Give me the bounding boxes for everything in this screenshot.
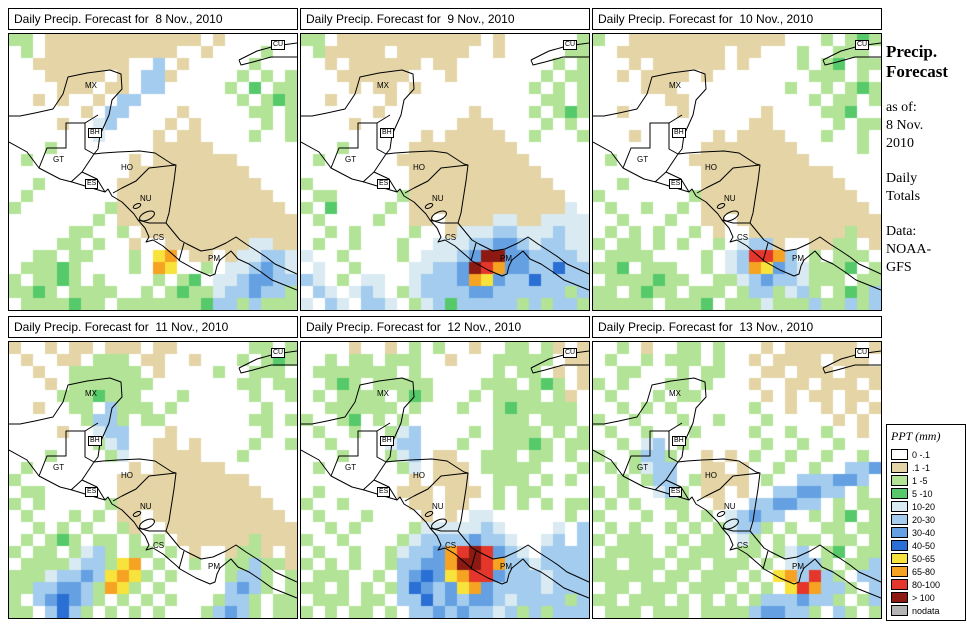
side-title-line1: Precip.	[886, 42, 938, 61]
legend-row: nodata	[891, 604, 962, 617]
legend-title: PPT (mm)	[891, 429, 941, 443]
legend-row: 0 -.1	[891, 448, 962, 461]
legend-label: 1 -5	[912, 475, 928, 486]
legend-swatch	[891, 501, 908, 512]
legend-swatch	[891, 488, 908, 499]
legend-swatch	[891, 449, 908, 460]
precip-map: MX CU BH GT HO ES NU CS PM	[8, 341, 298, 619]
legend-row: 20-30	[891, 513, 962, 526]
panel-title: Daily Precip. Forecast for 9 Nov., 2010	[300, 8, 590, 30]
precip-grid-canvas	[9, 34, 297, 310]
legend-label: nodata	[912, 605, 940, 616]
forecast-panel: Daily Precip. Forecast for 9 Nov., 2010 …	[300, 8, 590, 311]
asof-label: as of:	[886, 100, 917, 115]
side-info: Precip. Forecast as of: 8 Nov. 2010 Dail…	[886, 42, 964, 277]
legend-row: 10-20	[891, 500, 962, 513]
forecast-panel: Daily Precip. Forecast for 13 Nov., 2010…	[592, 316, 882, 619]
data-source-label: Data:	[886, 224, 917, 239]
legend-swatch	[891, 605, 908, 616]
legend-row: 65-80	[891, 565, 962, 578]
legend-swatch	[891, 527, 908, 538]
legend-swatch	[891, 475, 908, 486]
legend-swatch	[891, 592, 908, 603]
data-source-line1: NOAA-	[886, 242, 932, 257]
precip-grid-canvas	[301, 342, 589, 618]
legend-swatch	[891, 579, 908, 590]
panel-title: Daily Precip. Forecast for 13 Nov., 2010	[592, 316, 882, 338]
panel-title: Daily Precip. Forecast for 11 Nov., 2010	[8, 316, 298, 338]
totals-line2: Totals	[886, 189, 921, 204]
totals-block: Daily Totals	[886, 170, 964, 206]
asof-date-line2: 2010	[886, 136, 914, 151]
precip-grid-canvas	[593, 342, 881, 618]
precip-map: MX CU BH GT HO ES NU CS PM	[300, 341, 590, 619]
legend-label: 80-100	[912, 579, 941, 590]
legend-label: > 100	[912, 592, 935, 603]
asof-block: as of: 8 Nov. 2010	[886, 99, 964, 153]
legend-label: 5 -10	[912, 488, 933, 499]
panel-title: Daily Precip. Forecast for 8 Nov., 2010	[8, 8, 298, 30]
forecast-panel: Daily Precip. Forecast for 12 Nov., 2010…	[300, 316, 590, 619]
precip-map: MX CU BH GT HO ES NU CS PM	[8, 33, 298, 311]
legend-label: 50-65	[912, 553, 936, 564]
legend-row: 1 -5	[891, 474, 962, 487]
precip-grid-canvas	[593, 34, 881, 310]
forecast-panel: Daily Precip. Forecast for 10 Nov., 2010…	[592, 8, 882, 311]
precip-map: MX CU BH GT HO ES NU CS PM	[300, 33, 590, 311]
panel-title: Daily Precip. Forecast for 12 Nov., 2010	[300, 316, 590, 338]
precip-grid-canvas	[9, 342, 297, 618]
legend-row: 5 -10	[891, 487, 962, 500]
legend-label: 0 -.1	[912, 449, 931, 460]
forecast-panel: Daily Precip. Forecast for 8 Nov., 2010 …	[8, 8, 298, 311]
precip-map: MX CU BH GT HO ES NU CS PM	[592, 33, 882, 311]
legend-label: 40-50	[912, 540, 936, 551]
side-info-title: Precip. Forecast	[886, 42, 964, 82]
legend-label: 65-80	[912, 566, 936, 577]
precip-grid-canvas	[301, 34, 589, 310]
legend-swatch	[891, 462, 908, 473]
legend-label: 20-30	[912, 514, 936, 525]
forecast-panel: Daily Precip. Forecast for 11 Nov., 2010…	[8, 316, 298, 619]
legend-label: 30-40	[912, 527, 936, 538]
legend-row: 40-50	[891, 539, 962, 552]
legend-row: > 100	[891, 591, 962, 604]
totals-line1: Daily	[886, 171, 918, 186]
legend-swatch	[891, 553, 908, 564]
legend-row: 50-65	[891, 552, 962, 565]
legend-row: 80-100	[891, 578, 962, 591]
asof-date-line1: 8 Nov.	[886, 118, 924, 133]
legend-label: .1 -1	[912, 462, 931, 473]
legend-swatch	[891, 514, 908, 525]
data-source-line2: GFS	[886, 260, 912, 275]
legend-label: 10-20	[912, 501, 936, 512]
panel-title: Daily Precip. Forecast for 10 Nov., 2010	[592, 8, 882, 30]
legend-swatch	[891, 540, 908, 551]
legend-rows: 0 -.1 .1 -1 1 -5 5 -10 10-20 20-30 30-40 40-50 5…	[891, 448, 962, 617]
legend-swatch	[891, 566, 908, 577]
side-title-line2: Forecast	[886, 62, 948, 81]
precip-map: MX CU BH GT HO ES NU CS PM	[592, 341, 882, 619]
data-source-block: Data: NOAA- GFS	[886, 223, 964, 277]
legend-row: 30-40	[891, 526, 962, 539]
precip-legend: PPT (mm) 0 -.1 .1 -1 1 -5 5 -10 10-20 20-30 30…	[886, 424, 966, 621]
legend-row: .1 -1	[891, 461, 962, 474]
